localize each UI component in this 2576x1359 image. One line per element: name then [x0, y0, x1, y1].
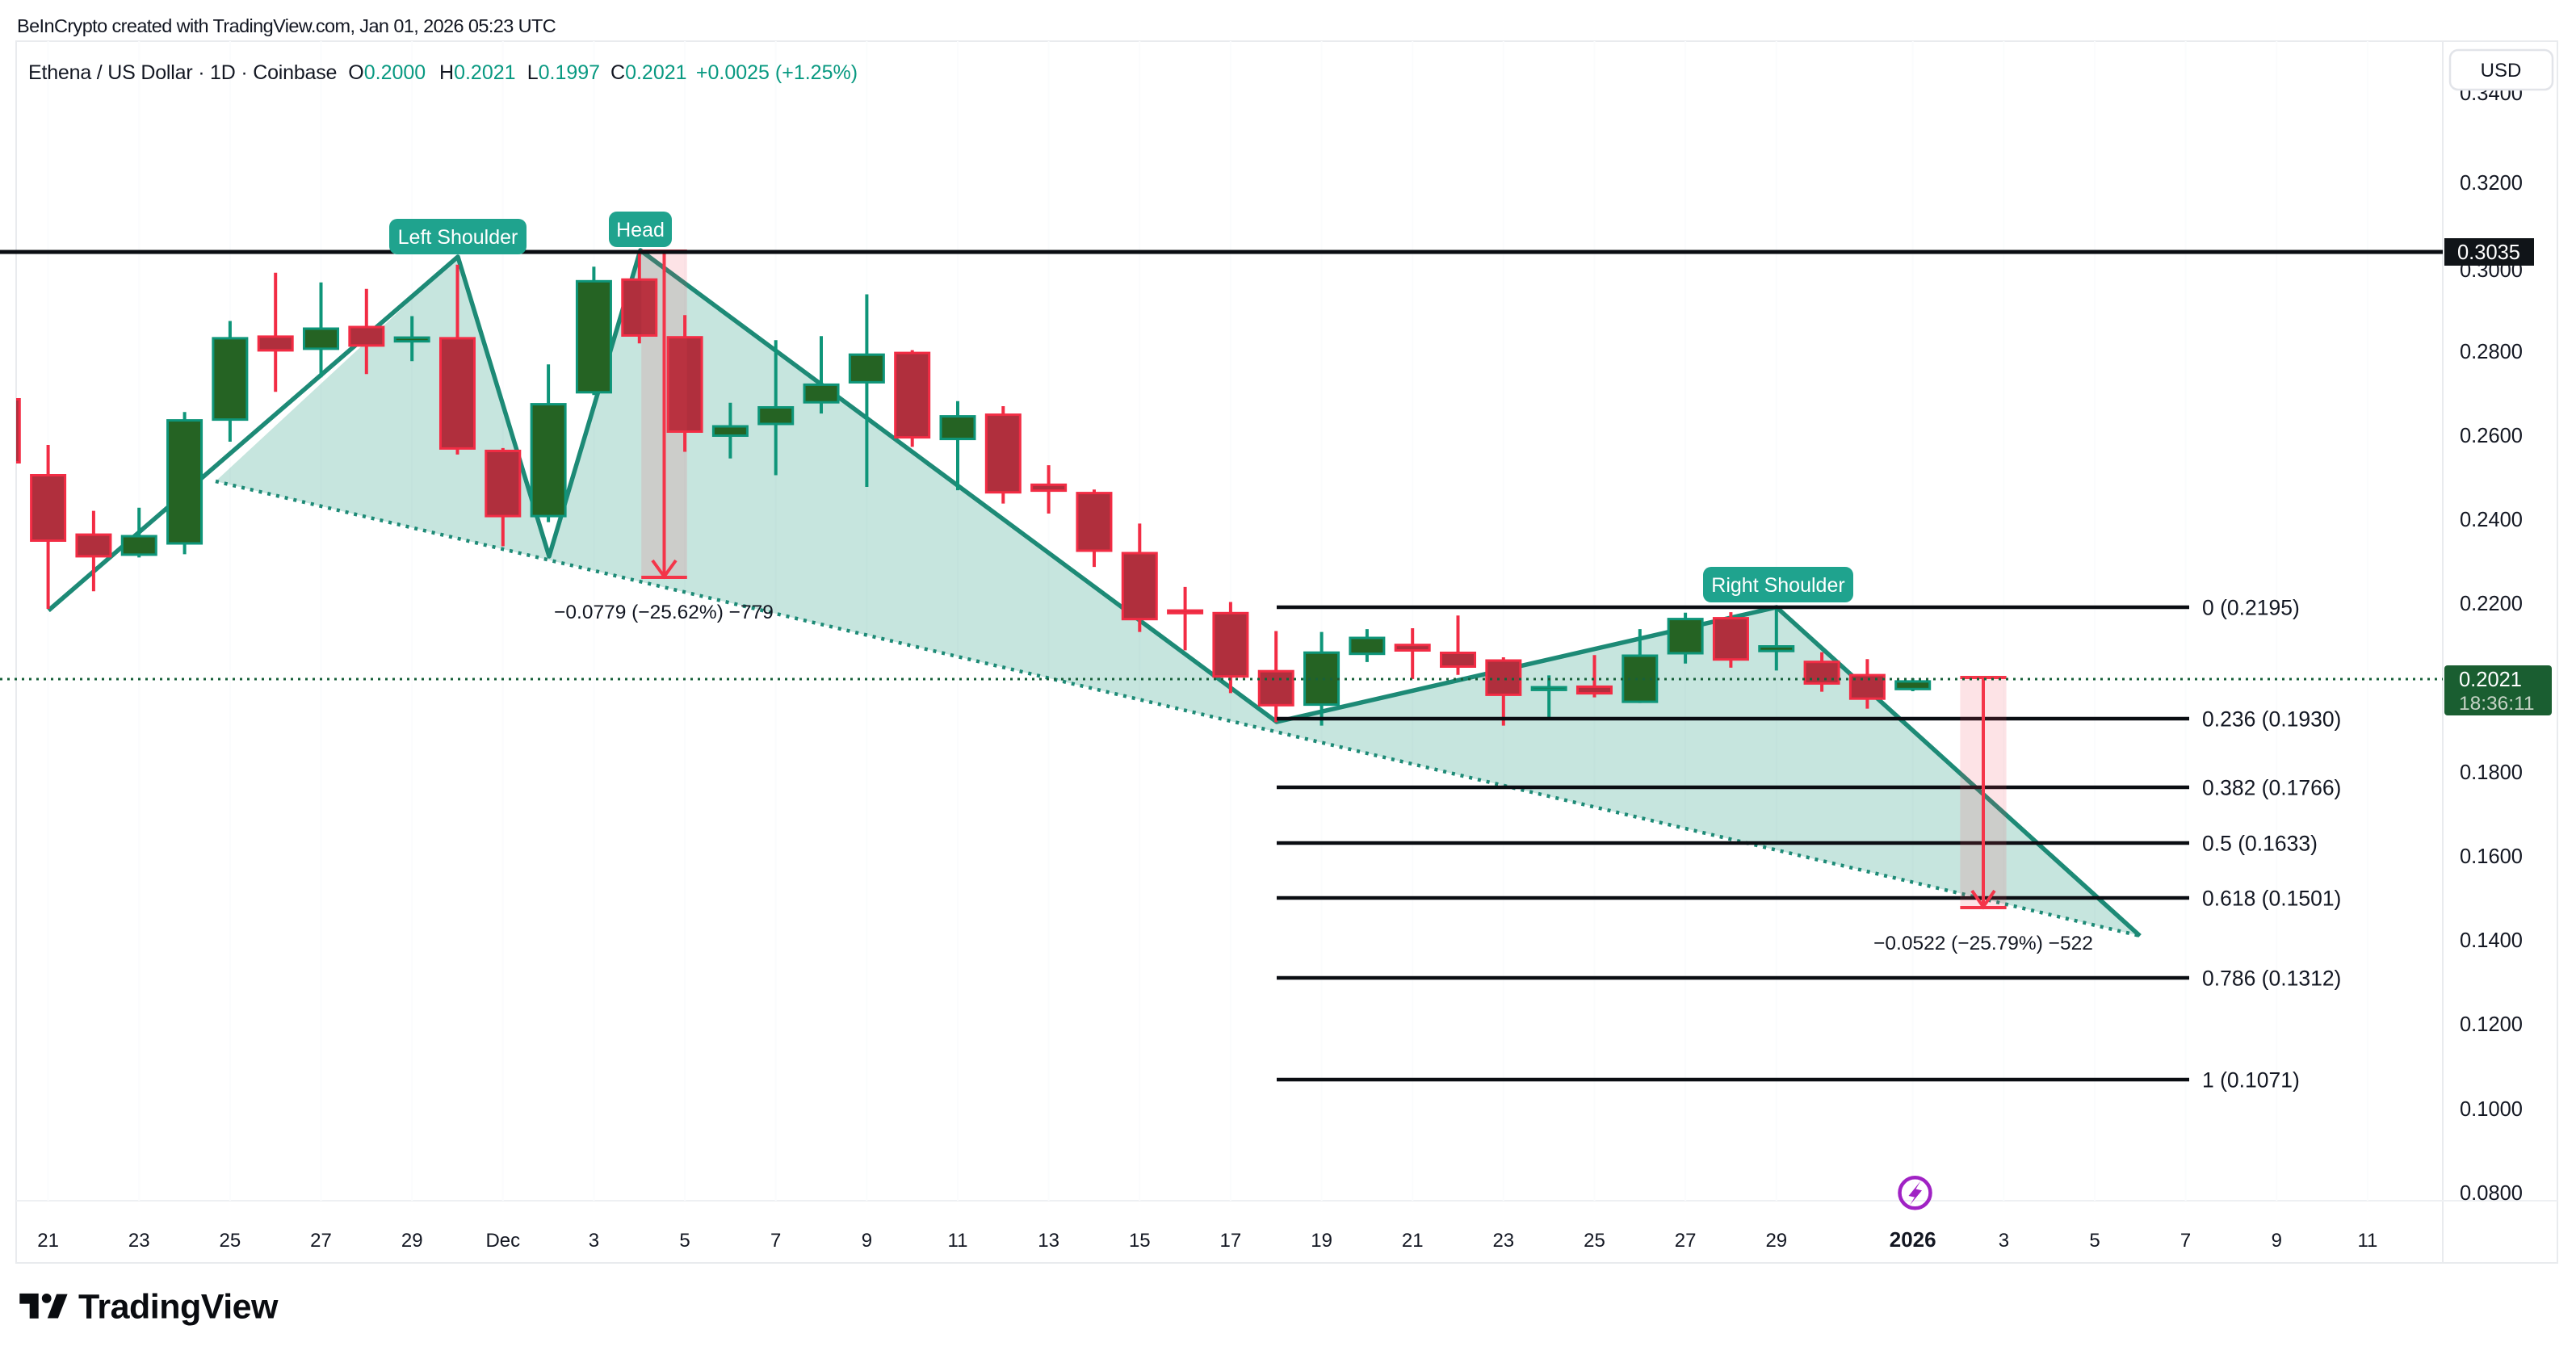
svg-text:0.2200: 0.2200 — [2460, 593, 2523, 615]
svg-text:0.618 (0.1501): 0.618 (0.1501) — [2202, 887, 2341, 911]
svg-text:23: 23 — [128, 1230, 150, 1252]
svg-text:H0.2021: H0.2021 — [439, 61, 516, 84]
svg-text:7: 7 — [770, 1230, 781, 1252]
svg-text:C0.2021: C0.2021 — [610, 61, 687, 84]
svg-text:11: 11 — [948, 1230, 968, 1252]
svg-text:19: 19 — [1311, 1230, 1332, 1252]
svg-text:29: 29 — [1765, 1230, 1787, 1252]
svg-text:0.1400: 0.1400 — [2460, 929, 2523, 952]
svg-text:0.382 (0.1766): 0.382 (0.1766) — [2202, 776, 2341, 800]
svg-text:0.1000: 0.1000 — [2460, 1098, 2523, 1121]
svg-text:7: 7 — [2180, 1230, 2191, 1252]
svg-text:3: 3 — [589, 1230, 599, 1252]
svg-text:5: 5 — [2089, 1230, 2100, 1252]
svg-text:TradingView: TradingView — [78, 1288, 279, 1327]
svg-text:Head: Head — [616, 219, 665, 241]
svg-text:0.236 (0.1930): 0.236 (0.1930) — [2202, 707, 2341, 732]
svg-text:+0.0025 (+1.25%): +0.0025 (+1.25%) — [696, 61, 858, 84]
svg-text:23: 23 — [1492, 1230, 1514, 1252]
svg-text:0 (0.2195): 0 (0.2195) — [2202, 596, 2300, 620]
svg-text:0.2800: 0.2800 — [2460, 341, 2523, 363]
svg-text:Ethena / US Dollar · 1D · Coin: Ethena / US Dollar · 1D · Coinbase — [28, 61, 337, 84]
svg-text:0.3200: 0.3200 — [2460, 172, 2523, 195]
svg-text:0.1600: 0.1600 — [2460, 845, 2523, 868]
svg-text:25: 25 — [220, 1230, 241, 1252]
svg-text:17: 17 — [1220, 1230, 1242, 1252]
svg-text:Dec: Dec — [485, 1230, 520, 1252]
svg-text:3: 3 — [1999, 1230, 2009, 1252]
svg-text:Left Shoulder: Left Shoulder — [398, 226, 518, 249]
svg-text:−0.0779 (−25.62%) −779: −0.0779 (−25.62%) −779 — [554, 602, 774, 623]
svg-text:0.2021: 0.2021 — [2459, 669, 2522, 691]
svg-text:9: 9 — [2272, 1230, 2282, 1252]
svg-text:0.1200: 0.1200 — [2460, 1013, 2523, 1036]
svg-text:27: 27 — [310, 1230, 332, 1252]
svg-text:1 (0.1071): 1 (0.1071) — [2202, 1068, 2300, 1093]
svg-text:0.786 (0.1312): 0.786 (0.1312) — [2202, 967, 2341, 991]
svg-text:0.2400: 0.2400 — [2460, 509, 2523, 531]
svg-text:18:36:11: 18:36:11 — [2459, 693, 2535, 715]
svg-text:5: 5 — [679, 1230, 690, 1252]
svg-text:L0.1997: L0.1997 — [527, 61, 600, 84]
svg-text:USD: USD — [2481, 60, 2522, 82]
svg-text:21: 21 — [1402, 1230, 1424, 1252]
svg-text:O0.2000: O0.2000 — [348, 61, 426, 84]
svg-text:21: 21 — [37, 1230, 59, 1252]
svg-text:0.2600: 0.2600 — [2460, 425, 2523, 447]
svg-text:0.0800: 0.0800 — [2460, 1182, 2523, 1205]
svg-text:Right Shoulder: Right Shoulder — [1711, 574, 1844, 597]
svg-text:15: 15 — [1129, 1230, 1151, 1252]
svg-text:0.3035: 0.3035 — [2457, 241, 2520, 264]
svg-text:29: 29 — [401, 1230, 423, 1252]
svg-text:9: 9 — [862, 1230, 872, 1252]
svg-text:2026: 2026 — [1890, 1227, 1936, 1252]
svg-text:BeInCrypto created with Tradin: BeInCrypto created with TradingView.com,… — [17, 15, 556, 36]
svg-text:13: 13 — [1038, 1230, 1059, 1252]
svg-text:11: 11 — [2357, 1230, 2377, 1252]
svg-text:27: 27 — [1675, 1230, 1697, 1252]
svg-text:−0.0522 (−25.79%) −522: −0.0522 (−25.79%) −522 — [1873, 933, 2093, 954]
svg-text:0.5 (0.1633): 0.5 (0.1633) — [2202, 832, 2318, 856]
svg-text:25: 25 — [1584, 1230, 1605, 1252]
svg-text:0.1800: 0.1800 — [2460, 761, 2523, 784]
